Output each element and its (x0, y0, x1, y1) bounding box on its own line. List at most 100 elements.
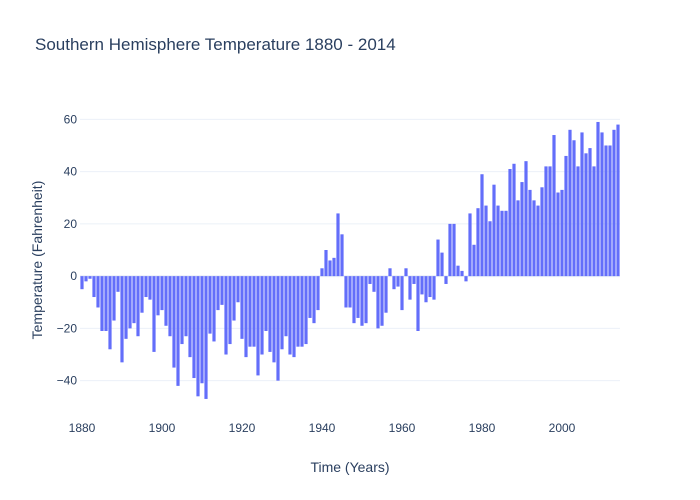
bar-1980[interactable] (480, 174, 484, 277)
bar-1920[interactable] (240, 276, 244, 339)
bar-2001[interactable] (564, 155, 568, 277)
bar-1991[interactable] (524, 161, 528, 277)
bar-1970[interactable] (440, 252, 444, 277)
bar-1881[interactable] (84, 276, 88, 282)
bar-1990[interactable] (520, 182, 524, 277)
bar-1975[interactable] (460, 270, 464, 277)
bar-2009[interactable] (596, 121, 600, 277)
bar-2012[interactable] (608, 145, 612, 277)
bar-1960[interactable] (400, 276, 404, 311)
bar-1963[interactable] (412, 276, 416, 284)
bar-1967[interactable] (428, 276, 432, 298)
bar-1985[interactable] (500, 210, 504, 277)
bar-1927[interactable] (268, 276, 272, 352)
bar-1974[interactable] (456, 265, 460, 277)
bar-1994[interactable] (536, 205, 540, 277)
bar-1935[interactable] (300, 276, 304, 347)
bar-1962[interactable] (408, 276, 412, 300)
bar-1939[interactable] (316, 276, 320, 311)
bar-1914[interactable] (216, 276, 220, 311)
bar-1961[interactable] (404, 268, 408, 277)
bar-1958[interactable] (392, 276, 396, 290)
bar-1999[interactable] (556, 192, 560, 277)
bar-1912[interactable] (208, 276, 212, 334)
bar-1900[interactable] (160, 276, 164, 311)
bar-1933[interactable] (292, 276, 296, 358)
bar-1968[interactable] (432, 276, 436, 300)
bar-1971[interactable] (444, 276, 448, 284)
bar-1923[interactable] (252, 276, 256, 347)
bar-1954[interactable] (376, 276, 380, 329)
bar-1924[interactable] (256, 276, 260, 376)
bar-1902[interactable] (168, 276, 172, 337)
bar-1886[interactable] (104, 276, 108, 331)
bar-1950[interactable] (360, 276, 364, 326)
bar-2007[interactable] (588, 148, 592, 277)
bar-2014[interactable] (616, 124, 620, 277)
bar-1984[interactable] (496, 205, 500, 277)
bar-1998[interactable] (552, 135, 556, 277)
bar-1895[interactable] (140, 276, 144, 313)
bar-1981[interactable] (484, 205, 488, 277)
bar-1953[interactable] (372, 276, 376, 292)
bar-1951[interactable] (364, 276, 368, 324)
bar-2006[interactable] (584, 153, 588, 277)
bar-1931[interactable] (284, 276, 288, 337)
bar-2011[interactable] (604, 145, 608, 277)
bar-1949[interactable] (356, 276, 360, 318)
bar-1910[interactable] (200, 276, 204, 384)
bar-1989[interactable] (516, 200, 520, 277)
bar-1936[interactable] (304, 276, 308, 345)
bar-2008[interactable] (592, 166, 596, 277)
bar-2013[interactable] (612, 129, 616, 277)
bar-1956[interactable] (384, 276, 388, 313)
bar-1884[interactable] (96, 276, 100, 308)
bar-1893[interactable] (132, 276, 136, 324)
bar-1934[interactable] (296, 276, 300, 347)
bar-1904[interactable] (176, 276, 180, 386)
bar-1925[interactable] (260, 276, 264, 355)
bar-1969[interactable] (436, 239, 440, 277)
bar-1883[interactable] (92, 276, 96, 298)
bar-1888[interactable] (112, 276, 116, 321)
bar-1942[interactable] (328, 260, 332, 277)
bar-1930[interactable] (280, 276, 284, 350)
bar-1966[interactable] (424, 276, 428, 303)
bar-1907[interactable] (188, 276, 192, 358)
bar-2000[interactable] (560, 189, 564, 277)
bar-1944[interactable] (336, 213, 340, 277)
bar-1982[interactable] (488, 221, 492, 277)
bar-1976[interactable] (464, 276, 468, 282)
bar-1979[interactable] (476, 208, 480, 277)
bar-2002[interactable] (568, 129, 572, 277)
bar-1965[interactable] (420, 276, 424, 295)
bar-1919[interactable] (236, 276, 240, 303)
bar-1929[interactable] (276, 276, 280, 381)
bar-1889[interactable] (116, 276, 120, 292)
bar-1928[interactable] (272, 276, 276, 363)
bar-1946[interactable] (344, 276, 348, 308)
bar-1899[interactable] (156, 276, 160, 316)
bar-1906[interactable] (184, 276, 188, 337)
bar-1943[interactable] (332, 257, 336, 277)
bar-1926[interactable] (264, 276, 268, 331)
bar-1986[interactable] (504, 210, 508, 277)
bar-1891[interactable] (124, 276, 128, 339)
bar-1908[interactable] (192, 276, 196, 379)
bar-1905[interactable] (180, 276, 184, 345)
bar-1882[interactable] (88, 276, 92, 279)
bar-1993[interactable] (532, 200, 536, 277)
bar-1940[interactable] (320, 268, 324, 277)
bar-1983[interactable] (492, 184, 496, 277)
bar-2004[interactable] (576, 166, 580, 277)
bar-1894[interactable] (136, 276, 140, 337)
bar-1917[interactable] (228, 276, 232, 345)
bar-1945[interactable] (340, 234, 344, 277)
bar-1921[interactable] (244, 276, 248, 358)
bar-1959[interactable] (396, 276, 400, 287)
bar-1955[interactable] (380, 276, 384, 326)
bar-1995[interactable] (540, 187, 544, 277)
bar-1948[interactable] (352, 276, 356, 324)
bar-2005[interactable] (580, 132, 584, 277)
bar-1897[interactable] (148, 276, 152, 300)
